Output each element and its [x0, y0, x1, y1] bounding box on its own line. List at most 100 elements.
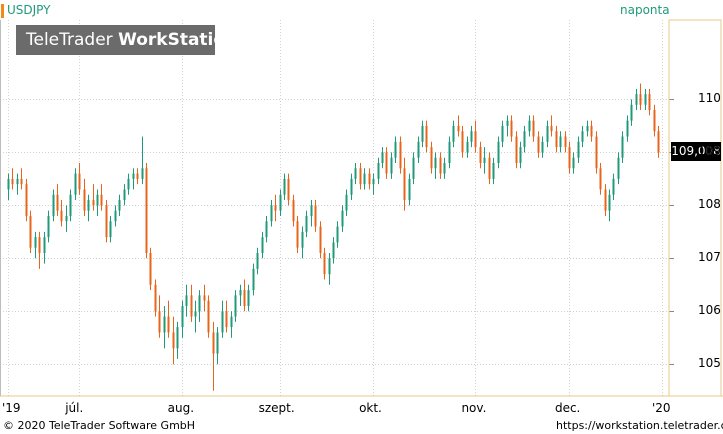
candle-body — [488, 157, 491, 179]
candle-body — [648, 94, 651, 111]
candle-body — [314, 205, 317, 227]
candle-body — [256, 253, 259, 269]
candle-body — [38, 237, 41, 254]
watermark-logo: TeleTrader WorkStation — [16, 25, 237, 55]
candle-body — [630, 104, 633, 121]
y-tick-label: 107 — [698, 250, 721, 265]
candle-body — [430, 147, 433, 169]
candle-body — [305, 215, 308, 232]
candle-body — [412, 157, 415, 179]
candle-body — [105, 205, 108, 238]
candle-body — [252, 268, 255, 291]
candle-body — [537, 136, 540, 153]
candle-body — [372, 178, 375, 185]
candle-body — [359, 168, 362, 185]
candle-body — [599, 168, 602, 190]
candle-body — [69, 194, 72, 216]
candle-body — [501, 125, 504, 142]
candle-body — [515, 136, 518, 163]
candle-body — [492, 162, 495, 179]
candle-body — [194, 311, 197, 317]
candle-body — [408, 178, 411, 201]
candle-body — [243, 290, 246, 306]
candles — [7, 83, 660, 391]
x-tick-label: nov. — [461, 401, 487, 415]
candle-body — [604, 189, 607, 211]
interval-label[interactable]: naponta — [620, 3, 670, 17]
footer-url-link[interactable]: https://workstation.teletrader.com — [556, 419, 723, 432]
candle-body — [479, 147, 482, 163]
x-tick-label: '19 — [2, 401, 21, 415]
candle-body — [274, 205, 277, 211]
y-tick-label: 105 — [698, 356, 721, 371]
candle-body — [163, 316, 166, 333]
candle-body — [230, 316, 233, 328]
candle-body — [336, 226, 339, 243]
x-tick-label: aug. — [167, 401, 195, 415]
candle-body — [577, 141, 580, 158]
candle-body — [270, 205, 273, 222]
candle-body — [167, 316, 170, 333]
candle-body — [572, 157, 575, 169]
candle-body — [354, 168, 357, 179]
candle-body — [65, 215, 68, 222]
x-tick-label: júl. — [65, 401, 84, 415]
candle-body — [452, 125, 455, 142]
candle-body — [332, 242, 335, 259]
candle-body — [555, 131, 558, 148]
candle-body — [590, 125, 593, 137]
candle-body — [7, 178, 10, 190]
candle-body — [16, 178, 19, 185]
candle-body — [457, 125, 460, 132]
candle-body — [434, 157, 437, 169]
candle-body — [466, 141, 469, 153]
candle-body — [87, 200, 90, 211]
candle-body — [425, 125, 428, 148]
candle-body — [368, 173, 371, 185]
candle-body — [350, 178, 353, 195]
candle-body — [145, 168, 148, 254]
candle-body — [176, 327, 179, 349]
candle-body — [417, 141, 420, 158]
candle-body — [657, 131, 660, 153]
candle-body — [653, 110, 656, 132]
candle-body — [83, 189, 86, 211]
candle-body — [301, 231, 304, 248]
candle-body — [287, 178, 290, 201]
symbol-marker — [1, 4, 4, 18]
candle-body — [100, 194, 103, 206]
candle-body — [225, 311, 228, 328]
candle-body — [635, 94, 638, 105]
candle-body — [158, 311, 161, 333]
candle-body — [292, 200, 295, 222]
watermark-product: WorkStation — [118, 30, 238, 50]
candle-body — [421, 125, 424, 142]
candle-body — [581, 131, 584, 142]
candle-body — [212, 332, 215, 354]
candle-body — [564, 136, 567, 148]
candle-body — [198, 295, 201, 312]
candle-body — [216, 332, 219, 354]
x-tick-label: dec. — [554, 401, 581, 415]
candle-body — [221, 311, 224, 333]
candle-body — [439, 157, 442, 174]
candle-body — [626, 120, 629, 137]
candle-body — [20, 178, 23, 185]
y-tick-label: 106 — [698, 303, 721, 318]
candle-body — [136, 173, 139, 179]
candle-body — [377, 162, 380, 179]
x-tick-label: szept. — [258, 401, 295, 415]
candle-body — [109, 221, 112, 238]
candle-body — [617, 157, 620, 179]
copyright-text: © 2020 TeleTrader Software GmbH — [3, 419, 196, 432]
candle-body — [234, 295, 237, 317]
candle-body — [483, 157, 486, 163]
watermark-brand: TeleTrader — [26, 30, 113, 50]
candle-body — [29, 215, 32, 248]
candle-body — [319, 226, 322, 254]
candle-body — [506, 120, 509, 126]
candle-body — [519, 147, 522, 163]
candle-body — [190, 295, 193, 317]
candle-body — [528, 120, 531, 132]
candle-body — [34, 237, 37, 248]
